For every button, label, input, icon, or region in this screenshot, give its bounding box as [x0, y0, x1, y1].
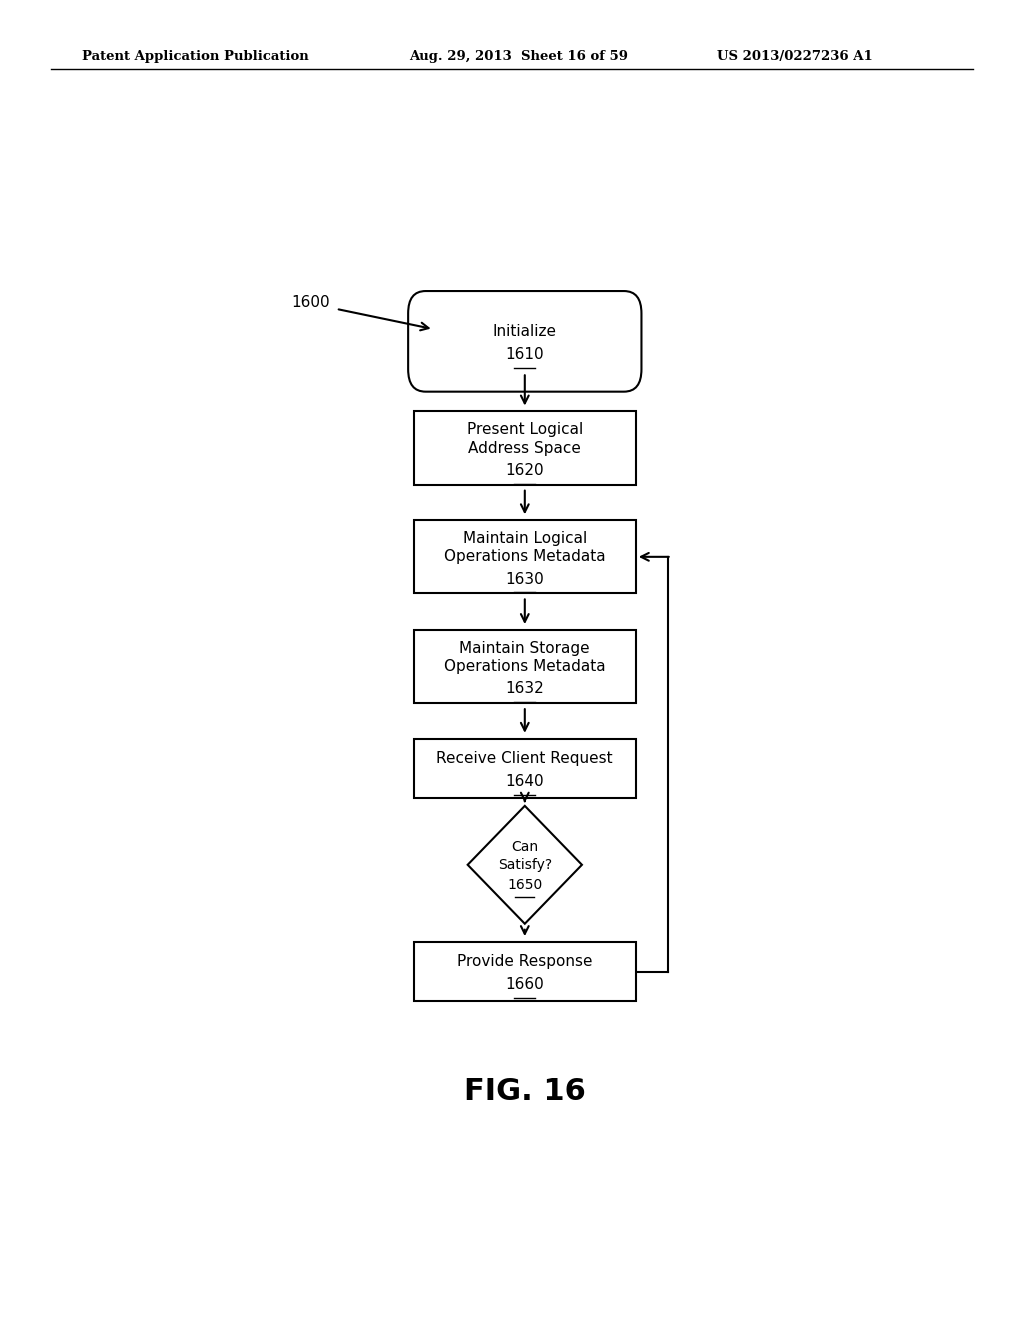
- Text: FIG. 16: FIG. 16: [464, 1077, 586, 1106]
- Text: 1640: 1640: [506, 774, 544, 789]
- Text: 1600: 1600: [292, 296, 331, 310]
- Text: Maintain Logical: Maintain Logical: [463, 531, 587, 546]
- Bar: [414, 520, 636, 594]
- Text: Present Logical: Present Logical: [467, 422, 583, 437]
- Text: 1620: 1620: [506, 463, 544, 478]
- Text: Initialize: Initialize: [493, 323, 557, 339]
- Text: US 2013/0227236 A1: US 2013/0227236 A1: [717, 50, 872, 63]
- Bar: [414, 739, 636, 797]
- Bar: [414, 942, 636, 1001]
- Text: Provide Response: Provide Response: [457, 954, 593, 969]
- Text: Patent Application Publication: Patent Application Publication: [82, 50, 308, 63]
- Bar: [414, 412, 636, 484]
- Text: Address Space: Address Space: [468, 441, 582, 455]
- Text: Maintain Storage: Maintain Storage: [460, 640, 590, 656]
- Text: Can: Can: [511, 840, 539, 854]
- Text: Operations Metadata: Operations Metadata: [444, 659, 605, 675]
- FancyBboxPatch shape: [409, 290, 641, 392]
- Text: 1610: 1610: [506, 347, 544, 362]
- Text: 1650: 1650: [507, 878, 543, 892]
- Text: 1660: 1660: [506, 977, 544, 993]
- Text: Receive Client Request: Receive Client Request: [436, 751, 613, 766]
- Polygon shape: [468, 805, 582, 924]
- Text: Operations Metadata: Operations Metadata: [444, 549, 605, 565]
- Text: 1632: 1632: [506, 681, 544, 697]
- Text: 1630: 1630: [506, 572, 544, 586]
- Text: Satisfy?: Satisfy?: [498, 858, 552, 871]
- Bar: [414, 630, 636, 704]
- Text: Aug. 29, 2013  Sheet 16 of 59: Aug. 29, 2013 Sheet 16 of 59: [410, 50, 629, 63]
